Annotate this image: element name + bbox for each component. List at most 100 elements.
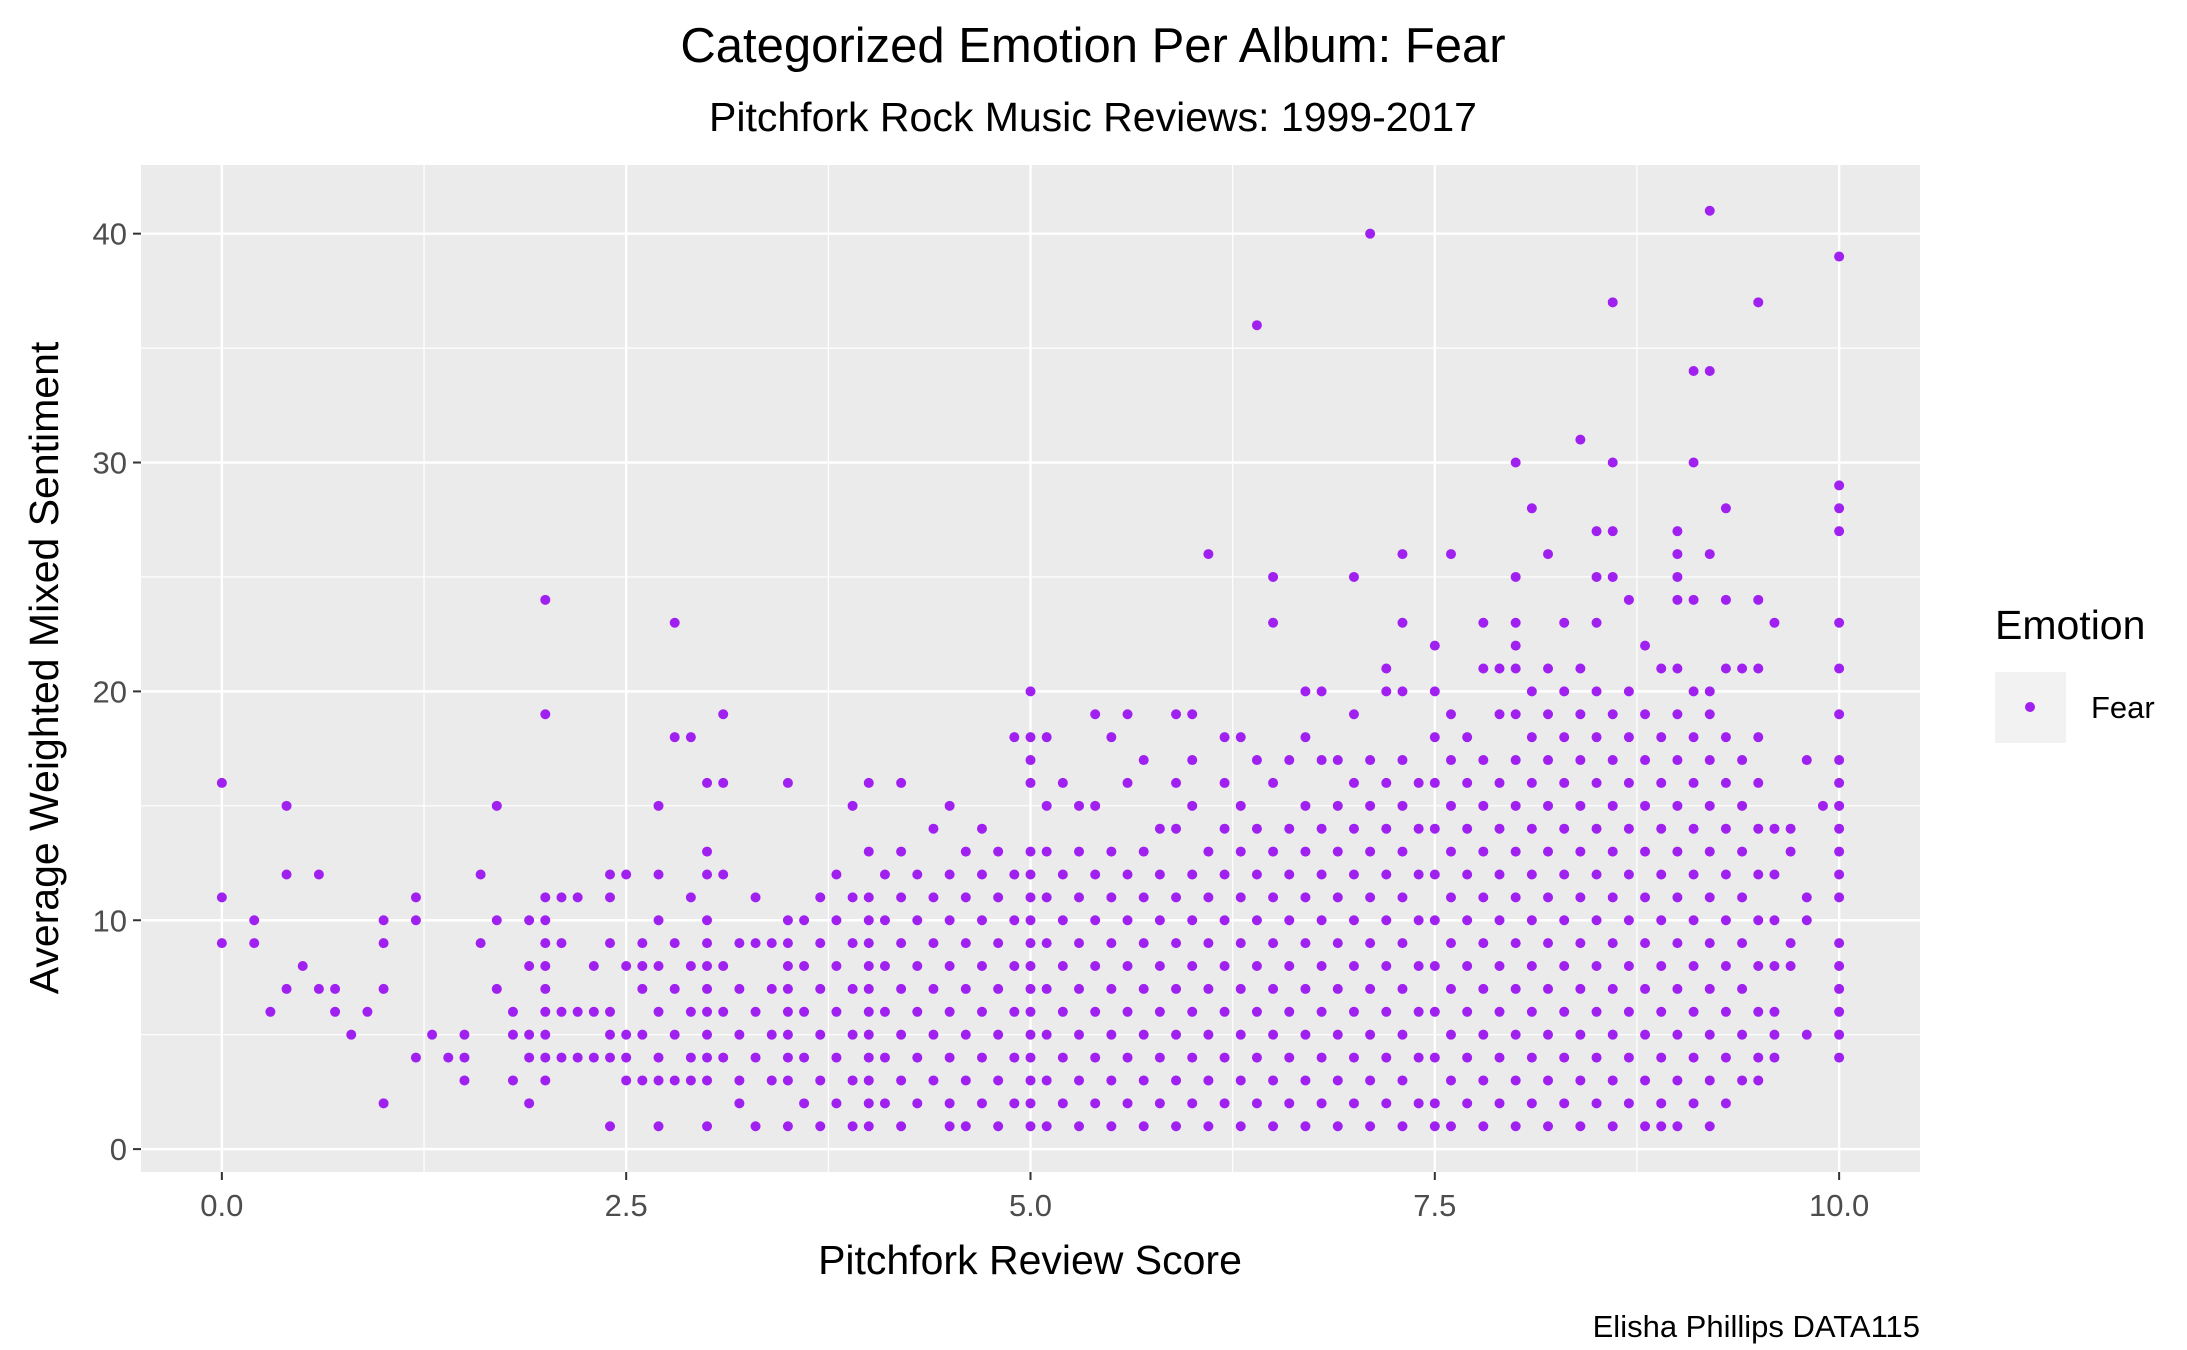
data-point xyxy=(1834,823,1845,834)
data-point xyxy=(540,938,551,949)
data-point xyxy=(1462,961,1473,972)
data-point xyxy=(1494,709,1505,720)
data-point xyxy=(799,1006,810,1017)
data-point xyxy=(1348,571,1359,582)
data-point xyxy=(1526,823,1537,834)
data-point xyxy=(1429,640,1440,651)
data-point xyxy=(1543,1029,1554,1040)
data-point xyxy=(1640,640,1651,651)
data-point xyxy=(653,915,664,926)
data-point xyxy=(928,1075,939,1086)
data-point xyxy=(847,800,858,811)
data-point xyxy=(1607,709,1618,720)
legend: Emotion Fear xyxy=(1995,602,2155,743)
data-point xyxy=(588,1052,599,1063)
data-point xyxy=(976,961,987,972)
data-point xyxy=(1300,732,1311,743)
data-point xyxy=(330,983,341,994)
data-point xyxy=(281,869,292,880)
data-point xyxy=(702,846,713,857)
data-point xyxy=(1769,869,1780,880)
data-point xyxy=(1138,1121,1149,1132)
data-point xyxy=(1203,938,1214,949)
data-point xyxy=(653,1121,664,1132)
data-point xyxy=(653,1006,664,1017)
data-point xyxy=(1510,983,1521,994)
data-point xyxy=(524,1029,535,1040)
data-point xyxy=(1720,823,1731,834)
data-point xyxy=(1090,961,1101,972)
data-point xyxy=(1559,1006,1570,1017)
data-point xyxy=(912,869,923,880)
data-point xyxy=(1445,892,1456,903)
data-point xyxy=(1559,777,1570,788)
data-point xyxy=(1753,297,1764,308)
data-point xyxy=(1510,755,1521,766)
data-point xyxy=(1251,915,1262,926)
data-point xyxy=(1025,938,1036,949)
data-point xyxy=(1688,823,1699,834)
data-point xyxy=(540,1029,551,1040)
data-point xyxy=(669,1075,680,1086)
data-point xyxy=(782,1075,793,1086)
data-point xyxy=(879,961,890,972)
data-point xyxy=(1591,869,1602,880)
data-point xyxy=(1704,755,1715,766)
data-point xyxy=(1235,983,1246,994)
data-point xyxy=(1543,983,1554,994)
data-point xyxy=(1591,617,1602,628)
data-point xyxy=(1462,823,1473,834)
data-point xyxy=(1640,755,1651,766)
data-point xyxy=(1510,846,1521,857)
data-point xyxy=(1268,1121,1279,1132)
data-point xyxy=(313,983,324,994)
data-point xyxy=(976,869,987,880)
data-point xyxy=(1203,549,1214,560)
data-point xyxy=(1187,961,1198,972)
data-point xyxy=(1316,1052,1327,1063)
data-point xyxy=(702,869,713,880)
data-point xyxy=(782,1121,793,1132)
data-point xyxy=(1543,1075,1554,1086)
data-point xyxy=(1381,1052,1392,1063)
data-point xyxy=(1510,1121,1521,1132)
data-point xyxy=(1720,1006,1731,1017)
data-point xyxy=(1672,709,1683,720)
data-point xyxy=(1478,938,1489,949)
data-point xyxy=(1510,457,1521,468)
data-point xyxy=(944,1052,955,1063)
data-point xyxy=(1510,800,1521,811)
y-tick-label: 30 xyxy=(93,446,127,481)
data-point xyxy=(1834,1029,1845,1040)
data-point xyxy=(993,1121,1004,1132)
data-point xyxy=(1106,1029,1117,1040)
data-point xyxy=(1543,549,1554,560)
data-point xyxy=(766,1075,777,1086)
data-point xyxy=(1623,686,1634,697)
data-point xyxy=(960,846,971,857)
data-point xyxy=(1494,777,1505,788)
data-point xyxy=(928,892,939,903)
data-point xyxy=(1462,915,1473,926)
data-point xyxy=(1316,1098,1327,1109)
data-point xyxy=(702,1052,713,1063)
data-point xyxy=(1607,571,1618,582)
data-point xyxy=(863,846,874,857)
data-point xyxy=(1235,1075,1246,1086)
data-point xyxy=(799,915,810,926)
data-point xyxy=(718,1006,729,1017)
data-point xyxy=(653,961,664,972)
data-point xyxy=(896,1075,907,1086)
data-point xyxy=(1704,709,1715,720)
data-point xyxy=(491,983,502,994)
data-point xyxy=(605,1052,616,1063)
data-point xyxy=(1785,938,1796,949)
data-point xyxy=(702,1029,713,1040)
data-point xyxy=(1559,961,1570,972)
data-point xyxy=(1607,892,1618,903)
data-point xyxy=(1510,1029,1521,1040)
data-point xyxy=(718,961,729,972)
data-point xyxy=(297,961,308,972)
data-point xyxy=(378,983,389,994)
